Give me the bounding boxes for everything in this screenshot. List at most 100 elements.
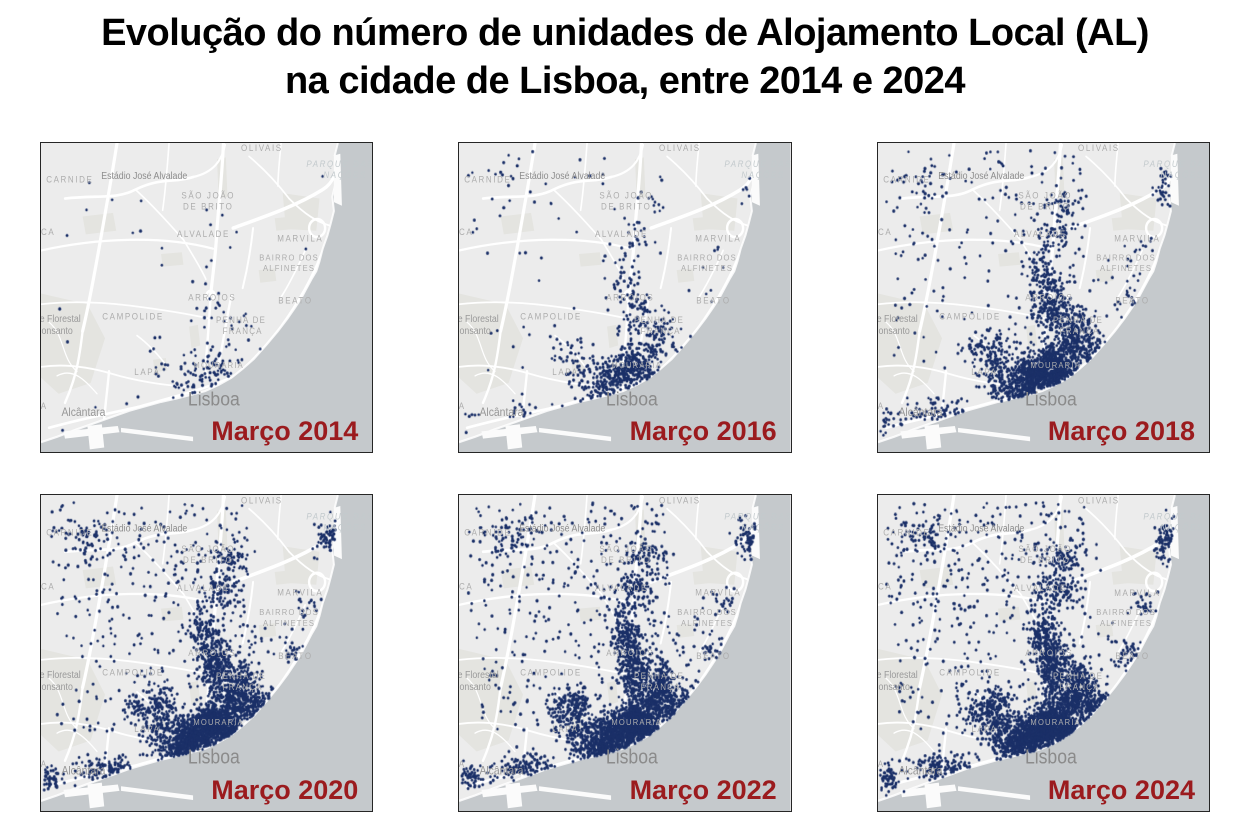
place-label: ALFINETES	[263, 619, 315, 629]
place-label: LAPA	[971, 724, 997, 735]
place-label: PENHA DE	[1053, 671, 1103, 682]
place-label: A	[459, 759, 466, 770]
place-label: Estádio José Alvalade	[938, 170, 1024, 181]
place-label: CA	[459, 227, 473, 238]
place-label: CA	[878, 581, 892, 592]
place-label: CAMPOLIDE	[102, 667, 164, 678]
place-label: MARVILA	[696, 233, 742, 244]
place-label: MARVILA	[1114, 587, 1160, 598]
place-label: ALFINETES	[1100, 264, 1152, 273]
place-label: NAÇÕES	[1160, 169, 1203, 180]
place-label: CAMPOLIDE	[939, 311, 1001, 322]
place-label: SÃO JOÃO	[181, 190, 235, 201]
place-label: MARVILA	[277, 587, 323, 598]
title-line-2: na cidade de Lisboa, entre 2014 e 2024	[284, 59, 966, 102]
place-label: lonsanto	[459, 325, 491, 336]
place-label: Lisboa	[1025, 387, 1077, 409]
place-label: OLIVAIS	[241, 495, 283, 505]
place-label: DE BRITO	[1020, 554, 1070, 565]
place-label: MOURARIA	[612, 360, 662, 369]
place-label: ALVALADE	[595, 583, 648, 594]
map-panel-marco-2016: OLIVAIS PARQUE DAS NAÇÕES CARNIDE Estádio Jo…	[458, 142, 792, 453]
map-grid: OLIVAIS PARQUE DAS NAÇÕES CARNIDE Estádio Jo…	[0, 126, 1250, 828]
place-label: Lisboa	[1025, 746, 1077, 768]
place-label: CA	[878, 227, 892, 238]
place-label: CARNIDE	[46, 527, 93, 538]
place-label: BEATO	[697, 295, 731, 306]
place-label: BAIRRO DOS	[678, 608, 738, 618]
place-label: CAMPOLIDE	[939, 667, 1001, 678]
place-label: PARQUE DAS	[1143, 511, 1209, 522]
place-label: CARNIDE	[883, 527, 930, 538]
place-label: PARQUE DAS	[306, 511, 372, 522]
map-panel-marco-2018: OLIVAIS PARQUE DAS NAÇÕES CARNIDE Estádio Jo…	[876, 142, 1210, 453]
place-label: LAPA	[971, 367, 997, 378]
place-label: OLIVAIS	[241, 143, 283, 153]
place-label: ARROIOS	[188, 648, 236, 659]
place-label: FRANÇA	[223, 325, 263, 336]
place-label: PARQUE DAS	[725, 159, 791, 170]
place-label: CAMPOLIDE	[102, 311, 163, 322]
place-label: OLIVAIS	[1078, 495, 1120, 505]
place-label: MARVILA	[277, 233, 323, 244]
place-label: PENHA DE	[634, 315, 684, 326]
place-label: CARNIDE	[883, 174, 930, 185]
place-label: ALFINETES	[681, 264, 733, 273]
place-label: CARNIDE	[465, 527, 512, 538]
place-label: FRANÇA	[1059, 325, 1099, 336]
place-label: MARVILA	[696, 587, 742, 598]
place-label: Estádio José Alvalade	[520, 523, 606, 535]
place-label: MOURARIA	[193, 360, 243, 369]
place-label: lonsanto	[41, 682, 73, 694]
place-label: CA	[41, 581, 55, 592]
place-label: MOURARIA	[1030, 360, 1080, 369]
place-label: MOURARIA	[193, 717, 244, 727]
place-label: DE BRITO	[183, 554, 233, 565]
panel-date-label: Março 2014	[211, 416, 359, 446]
place-label: A	[41, 759, 48, 770]
place-label: lonsanto	[459, 682, 491, 694]
place-label: DE BRITO	[183, 201, 233, 212]
place-label: LAPA	[134, 724, 160, 735]
place-label: OLIVAIS	[659, 143, 701, 153]
place-label: LAPA	[553, 724, 579, 735]
place-label: SÃO JOÃO	[600, 543, 654, 554]
place-label: A	[459, 401, 466, 412]
place-label: Lisboa	[606, 746, 658, 768]
place-label: PARQUE DAS	[1143, 159, 1209, 170]
place-label: ALVALADE	[1014, 583, 1067, 594]
place-label: e Florestal	[459, 670, 499, 682]
place-label: SÃO JOÃO	[181, 543, 235, 554]
place-label: A	[878, 759, 885, 770]
place-label: DE BRITO	[601, 201, 651, 212]
place-label: e Florestal	[878, 670, 918, 682]
place-label: ALVALADE	[177, 229, 230, 240]
place-label: ARROIOS	[1025, 648, 1073, 659]
panel-date-label: Março 2018	[1047, 416, 1195, 446]
place-label: Alcântara	[898, 765, 943, 778]
place-label: ARROIOS	[607, 292, 655, 303]
place-label: Lisboa	[606, 387, 658, 409]
map-panel-marco-2024: OLIVAIS PARQUE DAS NAÇÕES CARNIDE Estádio Jo…	[876, 494, 1210, 812]
place-label: e Florestal	[459, 314, 499, 325]
place-label: ALVALADE	[177, 583, 230, 594]
place-label: e Florestal	[41, 670, 81, 682]
place-label: SÃO JOÃO	[1018, 543, 1072, 554]
place-label: ALFINETES	[681, 619, 733, 629]
place-label: PARQUE DAS	[725, 511, 791, 522]
place-label: e Florestal	[878, 314, 918, 325]
place-label: NAÇÕES	[742, 169, 785, 180]
place-label: FRANÇA	[641, 682, 681, 693]
place-label: ALFINETES	[1100, 619, 1152, 629]
place-label: LAPA	[553, 367, 579, 378]
place-label: LAPA	[134, 367, 160, 378]
al-units-dot-layer	[877, 143, 1209, 452]
place-label: MOURARIA	[1030, 717, 1081, 727]
place-label: DE BRITO	[601, 554, 651, 565]
